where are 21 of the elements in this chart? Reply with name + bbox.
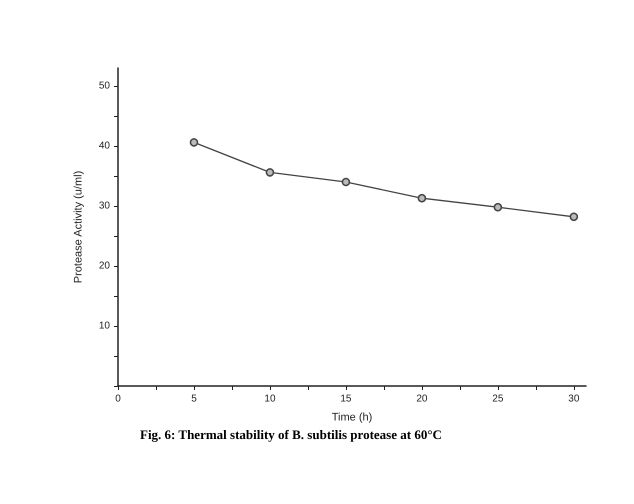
- point: [190, 138, 198, 147]
- x-tick-label: 20: [416, 394, 428, 404]
- y-axis-title: Protease Activity (u/ml): [72, 170, 84, 284]
- point: [418, 194, 426, 202]
- caption: Fig. 6: Thermal stability of B. subtilis protease at 60°C: [140, 427, 442, 442]
- point: [342, 178, 350, 186]
- x-tick-label: 30: [568, 394, 580, 404]
- y-tick-label: 10: [98, 320, 110, 332]
- x-tick-label: 5: [191, 394, 198, 404]
- y-tick-label: 30: [98, 200, 110, 212]
- x-tick-label: 10: [264, 394, 276, 404]
- point: [266, 168, 274, 177]
- x-axis-title: Time (h): [332, 412, 372, 424]
- point: [570, 212, 578, 222]
- x-tick-label: 25: [492, 394, 504, 404]
- x-tick-label: 0: [115, 394, 122, 404]
- y-tick-label: 20: [98, 260, 110, 272]
- x-tick-label: 15: [340, 394, 352, 404]
- y-tick-label: 40: [98, 140, 110, 152]
- point: [494, 202, 502, 212]
- y-tick-label: 50: [98, 80, 110, 92]
